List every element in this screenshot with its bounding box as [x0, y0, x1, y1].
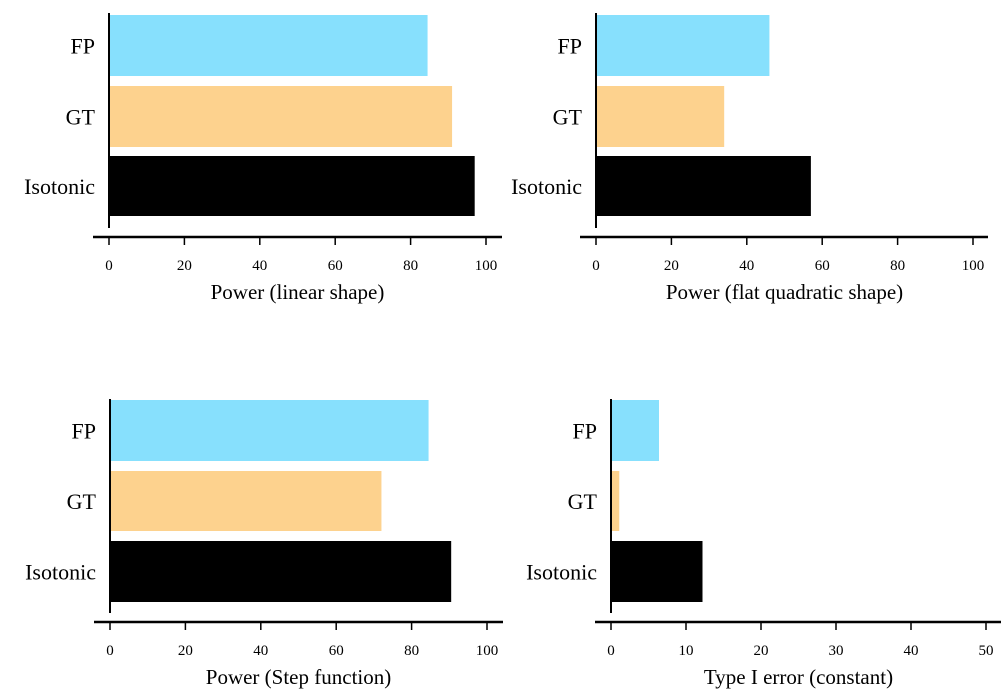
- panel-3-category-label-fp: FP: [72, 419, 96, 444]
- panel-4-category-label-isotonic: Isotonic: [526, 560, 597, 585]
- panel-2-category-label-gt: GT: [553, 105, 583, 130]
- panel-3-x-tick-label-40: 40: [253, 643, 268, 659]
- panel-4-x-tick-label-30: 30: [829, 643, 844, 659]
- panel-2-bar-isotonic: [596, 156, 811, 216]
- panel-2-x-tick-label-100: 100: [962, 258, 985, 274]
- panel-1-x-tick-label-20: 20: [177, 258, 192, 274]
- panel-4-x-tick-label-10: 10: [679, 643, 694, 659]
- panel-2-x-tick-label-20: 20: [664, 258, 679, 274]
- panel-3-x-tick-label-0: 0: [106, 643, 114, 659]
- panel-1-bar-isotonic: [109, 156, 475, 216]
- panel-4-bar-gt: [611, 471, 620, 531]
- panel-3-x-tick-label-60: 60: [329, 643, 344, 659]
- panel-2-x-tick-label-60: 60: [815, 258, 830, 274]
- panel-2-bar-fp: [596, 15, 770, 76]
- panel-4-category-label-gt: GT: [568, 489, 598, 514]
- panel-2-x-axis-title: Power (flat quadratic shape): [666, 280, 903, 304]
- panel-3-x-tick-label-80: 80: [404, 643, 419, 659]
- panel-3-bar-fp: [110, 400, 429, 461]
- panel-1-bar-fp: [109, 15, 428, 76]
- panel-4-bar-fp: [611, 400, 659, 461]
- panel-2-x-tick-label-40: 40: [739, 258, 754, 274]
- panel-2-category-label-isotonic: Isotonic: [511, 174, 582, 199]
- panel-3-bar-isotonic: [110, 541, 452, 602]
- panel-4-x-tick-label-40: 40: [904, 643, 919, 659]
- panel-3-x-tick-label-20: 20: [178, 643, 193, 659]
- panel-1-x-tick-label-80: 80: [403, 258, 418, 274]
- panel-4-bar-isotonic: [611, 541, 703, 602]
- panel-1-x-tick-label-100: 100: [475, 258, 498, 274]
- panel-1-category-label-isotonic: Isotonic: [24, 174, 95, 199]
- panel-1-x-tick-label-60: 60: [328, 258, 343, 274]
- panel-3-category-label-isotonic: Isotonic: [25, 560, 96, 585]
- panel-4-x-tick-label-20: 20: [754, 643, 769, 659]
- panel-1-category-label-gt: GT: [66, 105, 96, 130]
- panel-2-x-tick-label-80: 80: [890, 258, 905, 274]
- panel-3-bar-gt: [110, 471, 382, 531]
- panel-3-x-tick-label-100: 100: [476, 643, 499, 659]
- panel-3-x-axis-title: Power (Step function): [206, 665, 391, 689]
- panel-4-x-axis-title: Type I error (constant): [704, 665, 893, 689]
- panel-2-bar-gt: [596, 86, 725, 147]
- panel-4-category-label-fp: FP: [573, 419, 597, 444]
- panel-1-x-tick-label-0: 0: [105, 258, 113, 274]
- panel-3-category-label-gt: GT: [67, 489, 97, 514]
- panel-2-x-tick-label-0: 0: [592, 258, 600, 274]
- panel-4-x-tick-label-50: 50: [979, 643, 994, 659]
- panel-2-category-label-fp: FP: [558, 34, 582, 59]
- panel-1-x-tick-label-40: 40: [252, 258, 267, 274]
- panel-1-bar-gt: [109, 86, 453, 147]
- panel-4-x-tick-label-0: 0: [607, 643, 615, 659]
- panel-1-category-label-fp: FP: [71, 34, 95, 59]
- panel-1-x-axis-title: Power (linear shape): [211, 280, 385, 304]
